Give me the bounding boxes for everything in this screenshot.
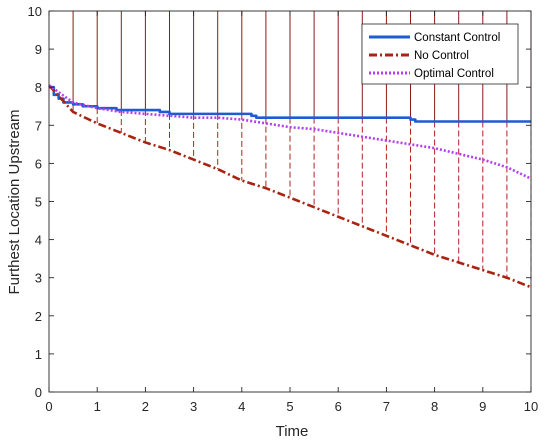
x-tick-label: 3 xyxy=(190,399,197,414)
legend-label-no-control: No Control xyxy=(414,50,469,62)
tick-labels: 0 1 2 3 4 5 6 7 8 9 10 0 1 2 3 4 5 6 7 8 9 10 xyxy=(28,4,539,414)
y-tick-label: 9 xyxy=(35,42,42,57)
series-layer xyxy=(48,84,532,289)
x-tick-label: 4 xyxy=(238,399,245,414)
y-tick-label: 5 xyxy=(35,195,42,210)
legend-label-constant-control: Constant Control xyxy=(414,32,500,44)
legend: Constant Control No Control Optimal Cont… xyxy=(361,23,519,85)
y-tick-label: 10 xyxy=(28,4,42,19)
x-tick-label: 5 xyxy=(286,399,293,414)
x-tick-label: 7 xyxy=(383,399,390,414)
x-tick-label: 2 xyxy=(142,399,149,414)
y-tick-label: 2 xyxy=(35,309,42,324)
y-tick-label: 7 xyxy=(35,118,42,133)
legend-label-optimal-control: Optimal Control xyxy=(414,68,494,80)
y-tick-label: 8 xyxy=(35,80,42,95)
series-line-optimal-control xyxy=(48,84,532,180)
series-line-no-control xyxy=(48,84,532,289)
x-tick-label: 6 xyxy=(335,399,342,414)
x-tick-label: 10 xyxy=(524,399,538,414)
y-tick-label: 1 xyxy=(35,347,42,362)
y-tick-label: 4 xyxy=(35,233,42,248)
y-tick-label: 6 xyxy=(35,156,42,171)
x-tick-label: 0 xyxy=(45,399,52,414)
axes-frame xyxy=(48,10,532,393)
y-tick-label: 3 xyxy=(35,271,42,286)
y-tick-label: 0 xyxy=(35,385,42,400)
x-tick-label: 8 xyxy=(431,399,438,414)
x-tick-label: 1 xyxy=(94,399,101,414)
x-axis-label: Time xyxy=(276,423,309,440)
x-tick-label: 9 xyxy=(479,399,486,414)
y-axis-label: Furthest Location Upstream xyxy=(6,109,23,294)
